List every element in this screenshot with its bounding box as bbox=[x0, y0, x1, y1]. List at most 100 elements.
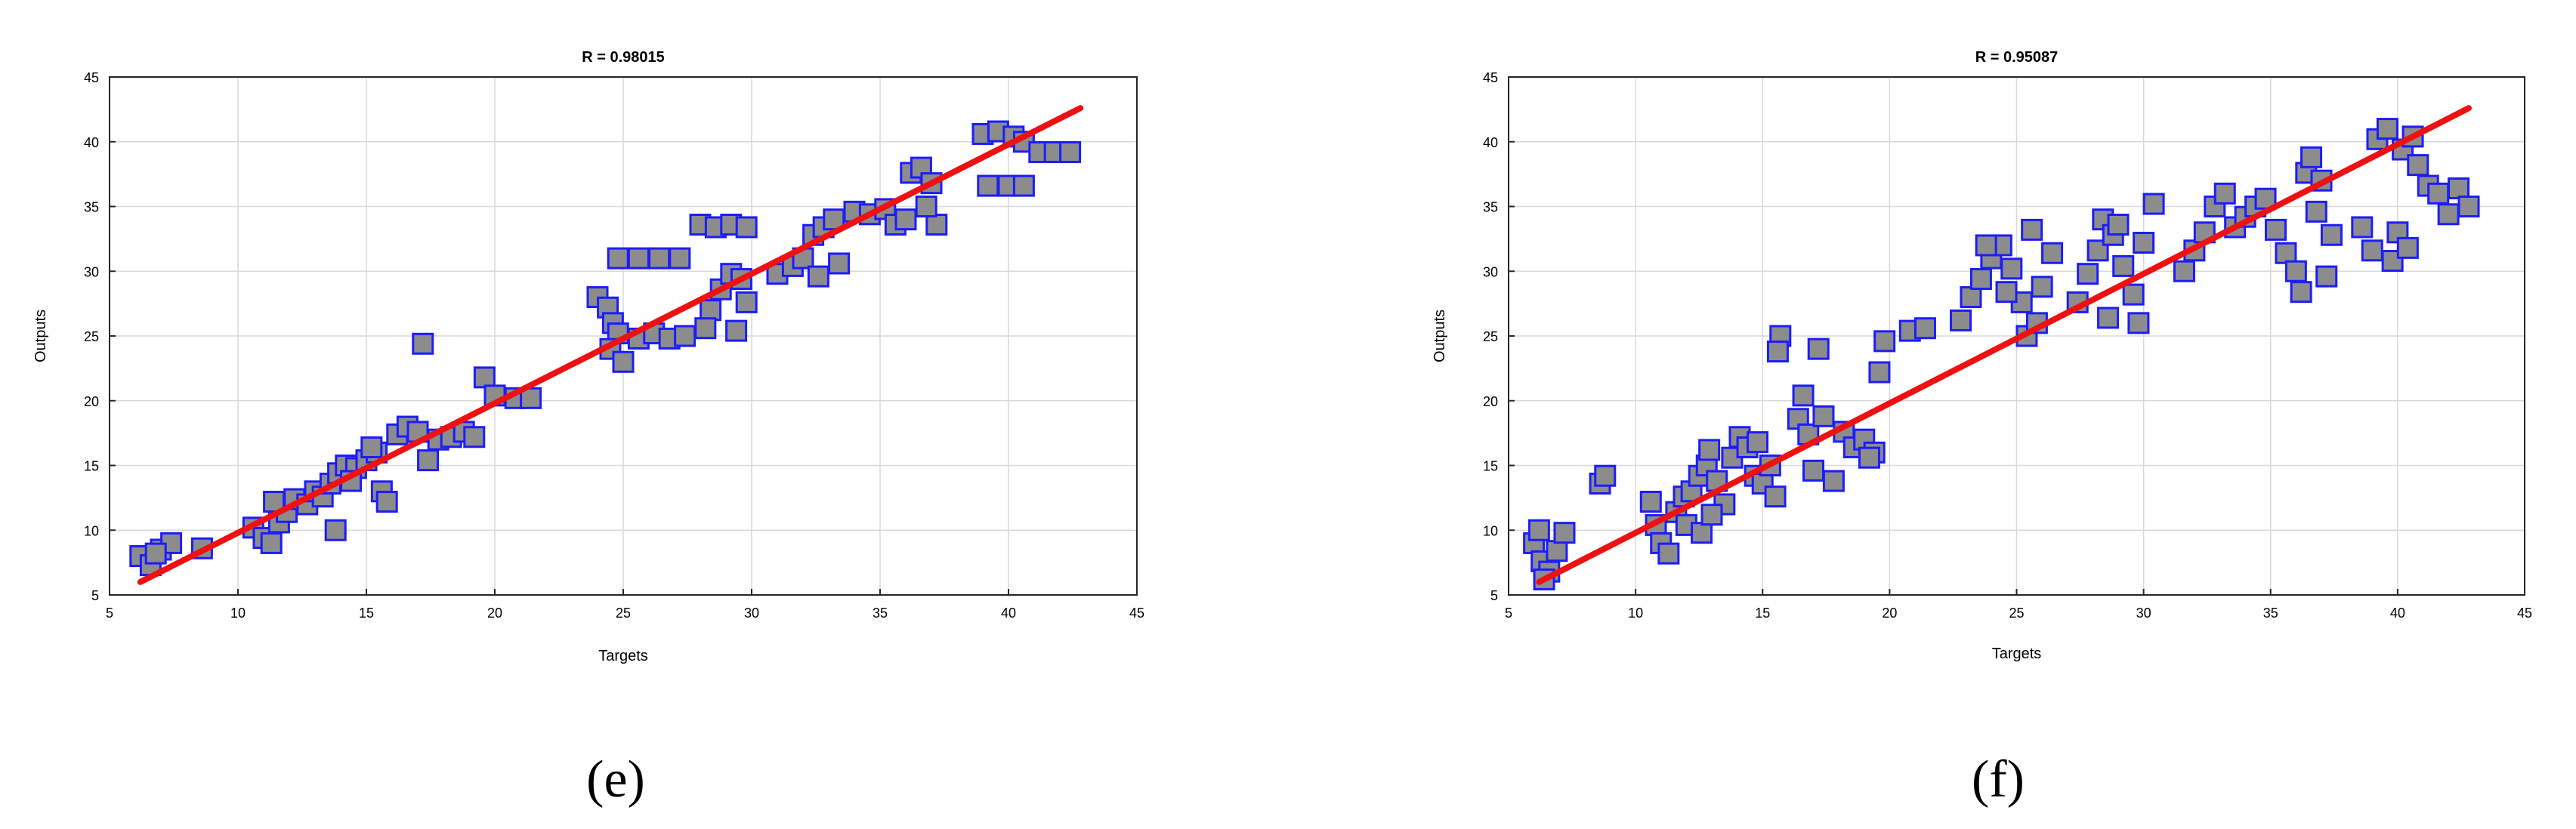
data-point bbox=[977, 174, 999, 197]
data-point bbox=[2021, 218, 2043, 241]
data-point bbox=[700, 299, 722, 322]
data-point bbox=[2077, 263, 2099, 285]
data-point bbox=[1698, 439, 1721, 461]
fit-line bbox=[1536, 105, 2473, 585]
x-tick-label: 15 bbox=[359, 606, 374, 621]
data-point bbox=[324, 519, 347, 541]
data-point bbox=[669, 247, 691, 270]
data-point bbox=[260, 532, 283, 554]
data-point bbox=[2213, 182, 2236, 205]
data-point bbox=[2142, 193, 2165, 215]
y-tick-label: 15 bbox=[84, 459, 99, 474]
data-point bbox=[2264, 218, 2287, 241]
data-point bbox=[735, 291, 758, 313]
y-tick-label: 30 bbox=[84, 264, 99, 279]
x-tick-label: 25 bbox=[2009, 606, 2024, 621]
x-tick-label: 20 bbox=[1882, 606, 1897, 621]
data-point bbox=[807, 265, 829, 288]
data-point bbox=[1546, 540, 1568, 562]
data-point bbox=[463, 426, 486, 448]
x-tick-label: 40 bbox=[1001, 606, 1016, 621]
data-point bbox=[1960, 286, 1982, 309]
y-tick-label: 10 bbox=[1483, 523, 1498, 538]
y-tick-label: 40 bbox=[1483, 135, 1498, 150]
data-point bbox=[1950, 309, 1972, 331]
data-point bbox=[607, 247, 629, 270]
data-point bbox=[2127, 312, 2150, 334]
data-point bbox=[2457, 196, 2480, 217]
data-point bbox=[1700, 504, 1723, 526]
data-point bbox=[1913, 317, 1936, 340]
data-point bbox=[1812, 405, 1835, 427]
data-point bbox=[2133, 232, 2155, 254]
data-point bbox=[2107, 214, 2130, 236]
data-point bbox=[1553, 522, 1576, 544]
x-axis-label: Targets bbox=[1992, 646, 2042, 662]
data-point bbox=[1802, 459, 1824, 482]
x-tick-label: 10 bbox=[230, 606, 246, 621]
y-tick-label: 20 bbox=[1483, 394, 1498, 409]
panel-caption: (f) bbox=[1972, 750, 2025, 809]
data-point bbox=[2437, 203, 2460, 226]
data-point bbox=[2122, 283, 2145, 306]
data-point bbox=[417, 449, 440, 472]
data-point bbox=[674, 325, 697, 347]
x-tick-label: 25 bbox=[616, 606, 631, 621]
y-axis-label: Outputs bbox=[1432, 310, 1448, 362]
x-tick-label: 45 bbox=[1129, 606, 1144, 621]
data-point bbox=[1764, 485, 1787, 508]
data-point bbox=[2173, 260, 2195, 282]
data-point bbox=[1873, 330, 1896, 353]
data-point bbox=[2315, 265, 2338, 288]
data-point bbox=[2407, 154, 2429, 177]
x-tick-label: 40 bbox=[2390, 606, 2405, 621]
data-point bbox=[2376, 118, 2398, 140]
data-point bbox=[1766, 341, 1789, 363]
data-point bbox=[1527, 519, 1550, 541]
scatter-plot-f: 5 10 15 20 25 30 35 40 45 5 10 15 20 25 30 35 40 45 R = 0.… bbox=[1432, 49, 2532, 809]
data-point bbox=[2097, 307, 2120, 329]
fit-line bbox=[137, 105, 1084, 585]
data-point bbox=[473, 366, 496, 389]
data-point bbox=[2448, 177, 2470, 199]
data-point bbox=[627, 247, 650, 270]
plot-title: R = 0.95087 bbox=[1975, 49, 2059, 66]
data-point bbox=[1012, 174, 1035, 197]
data-point bbox=[360, 436, 383, 458]
data-point bbox=[1059, 140, 1082, 163]
y-tick-label: 15 bbox=[1483, 459, 1498, 474]
data-point bbox=[1822, 470, 1845, 492]
data-point bbox=[1691, 522, 1713, 544]
panel-caption: (e) bbox=[586, 750, 645, 809]
data-point bbox=[1995, 281, 2018, 304]
y-tick-label: 35 bbox=[84, 200, 99, 215]
data-point bbox=[2112, 254, 2135, 277]
data-point bbox=[2396, 236, 2419, 259]
data-point bbox=[1639, 491, 1662, 513]
data-point bbox=[915, 196, 937, 217]
y-tick-label: 45 bbox=[1483, 70, 1498, 85]
x-tick-label: 30 bbox=[744, 606, 759, 621]
y-tick-label: 5 bbox=[91, 588, 99, 603]
data-point bbox=[2000, 257, 2023, 280]
y-tick-label: 40 bbox=[84, 135, 99, 150]
x-tick-label: 5 bbox=[1505, 606, 1512, 621]
data-point bbox=[2427, 182, 2450, 205]
data-point bbox=[1594, 464, 1617, 487]
y-tick-label: 45 bbox=[84, 70, 99, 85]
data-point bbox=[735, 216, 758, 239]
data-point bbox=[2320, 223, 2343, 246]
y-tick-label: 25 bbox=[1483, 329, 1498, 344]
x-tick-label: 5 bbox=[106, 606, 113, 621]
scatter-plot-e: 5 10 15 20 25 30 35 40 45 5 10 15 20 25 30 35 40 45 R = 0.… bbox=[32, 49, 1144, 809]
data-point bbox=[2305, 200, 2327, 223]
y-tick-label: 25 bbox=[84, 329, 99, 344]
x-axis-label: Targets bbox=[598, 648, 648, 664]
plot-title: R = 0.98015 bbox=[582, 49, 665, 66]
data-point bbox=[412, 332, 434, 355]
data-point bbox=[2361, 239, 2383, 262]
data-point bbox=[2351, 216, 2374, 239]
data-point bbox=[1807, 337, 1830, 360]
data-point bbox=[1969, 268, 1992, 291]
x-tick-label: 45 bbox=[2517, 606, 2532, 621]
